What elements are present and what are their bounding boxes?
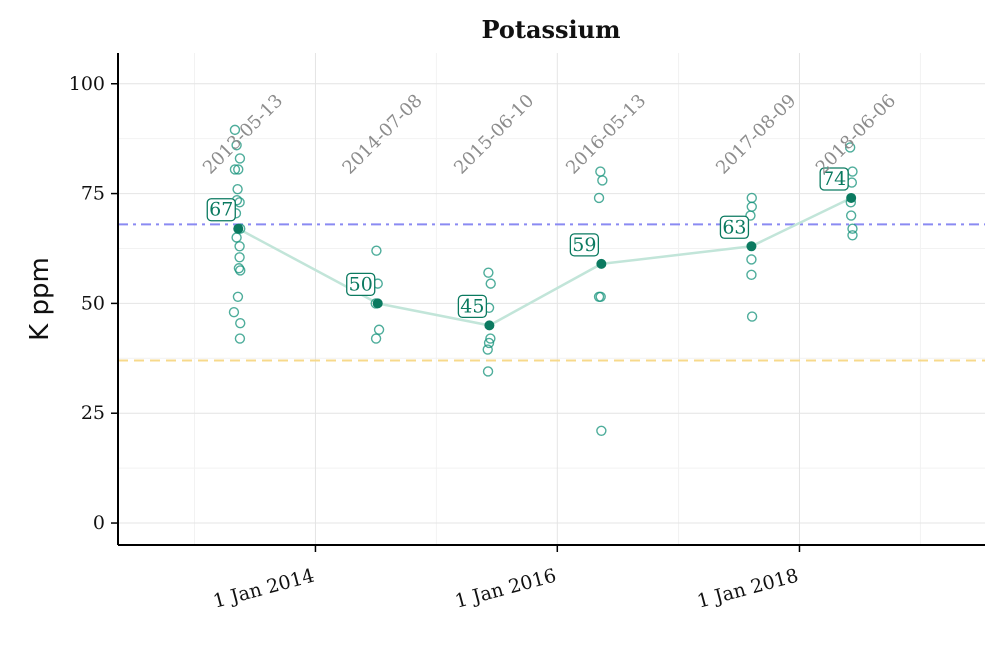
- y-tick-label: 100: [69, 73, 105, 95]
- mean-labels: 67 50 45 59 63 74: [206, 167, 849, 319]
- mean-label: 67: [206, 198, 236, 222]
- mean-label-text: 67: [209, 199, 233, 221]
- mean-label: 63: [719, 215, 750, 239]
- sample-point: [373, 324, 385, 335]
- sample-point: [844, 142, 856, 153]
- mean-point: [746, 241, 757, 252]
- sample-point: [485, 278, 496, 289]
- sample-point: [235, 317, 246, 329]
- sample-point: [482, 344, 493, 355]
- sample-point: [746, 192, 757, 204]
- mean-points: [233, 192, 857, 331]
- sample-point: [371, 245, 382, 256]
- sample-point: [746, 201, 757, 212]
- sample-point: [234, 333, 246, 344]
- mean-label-box: [569, 233, 600, 257]
- sample-point: [847, 230, 858, 241]
- mean-label-text: 59: [572, 234, 596, 256]
- sample-point: [597, 175, 608, 186]
- mean-label: 50: [346, 272, 376, 297]
- y-tick-label: 25: [81, 402, 105, 424]
- grid: [118, 53, 985, 545]
- sample-point: [745, 210, 756, 221]
- sample-point: [233, 263, 245, 274]
- sample-point: [235, 265, 246, 276]
- sample-point: [746, 269, 757, 281]
- mean-label-text: 45: [460, 295, 484, 317]
- mean-label-box: [346, 272, 376, 297]
- y-tick-label: 75: [81, 183, 105, 205]
- mean-point: [596, 258, 607, 269]
- sample-point: [483, 267, 494, 278]
- reference-lines: [118, 223, 985, 362]
- mean-label-box: [819, 167, 849, 191]
- sample-point: [746, 254, 757, 265]
- sample-point: [229, 164, 241, 175]
- sample-point: [483, 337, 495, 349]
- mean-label-text: 74: [822, 168, 846, 190]
- sample-point: [231, 140, 242, 151]
- sample-point: [232, 291, 244, 303]
- mean-label-box: [457, 294, 488, 319]
- mean-label: 45: [457, 294, 488, 319]
- sample-point: [482, 366, 494, 377]
- sample-point: [234, 241, 245, 252]
- y-axis-title: K ppm: [25, 257, 55, 341]
- mean-label-box: [206, 198, 236, 222]
- mean-point: [846, 192, 857, 203]
- mean-point: [372, 298, 383, 309]
- sample-point: [596, 425, 607, 436]
- sample-point: [847, 166, 858, 177]
- sample-point: [234, 197, 245, 208]
- sample-point: [232, 183, 243, 195]
- sample-point: [485, 333, 496, 344]
- mean-label-box: [719, 215, 750, 239]
- mean-point: [484, 320, 495, 331]
- sample-point: [370, 333, 382, 344]
- y-tick-label: 50: [81, 292, 105, 314]
- sample-point: [229, 124, 241, 136]
- chart-title: Potassium: [481, 15, 620, 44]
- sample-point: [595, 291, 606, 303]
- sample-point: [845, 210, 857, 221]
- sample-point: [234, 153, 246, 164]
- mean-point: [233, 223, 244, 234]
- sample-point: [595, 166, 606, 177]
- sample-point: [228, 306, 240, 318]
- sample-point: [231, 232, 242, 243]
- mean-label: 59: [569, 233, 600, 257]
- sample-point: [234, 252, 245, 263]
- sample-point: [847, 223, 858, 234]
- y-tick-label: 0: [93, 512, 105, 534]
- mean-label-text: 50: [349, 273, 373, 295]
- sample-point: [233, 164, 244, 175]
- sample-point: [593, 192, 605, 204]
- mean-label: 74: [819, 167, 849, 191]
- sample-point: [746, 311, 758, 322]
- mean-label-text: 63: [722, 216, 746, 238]
